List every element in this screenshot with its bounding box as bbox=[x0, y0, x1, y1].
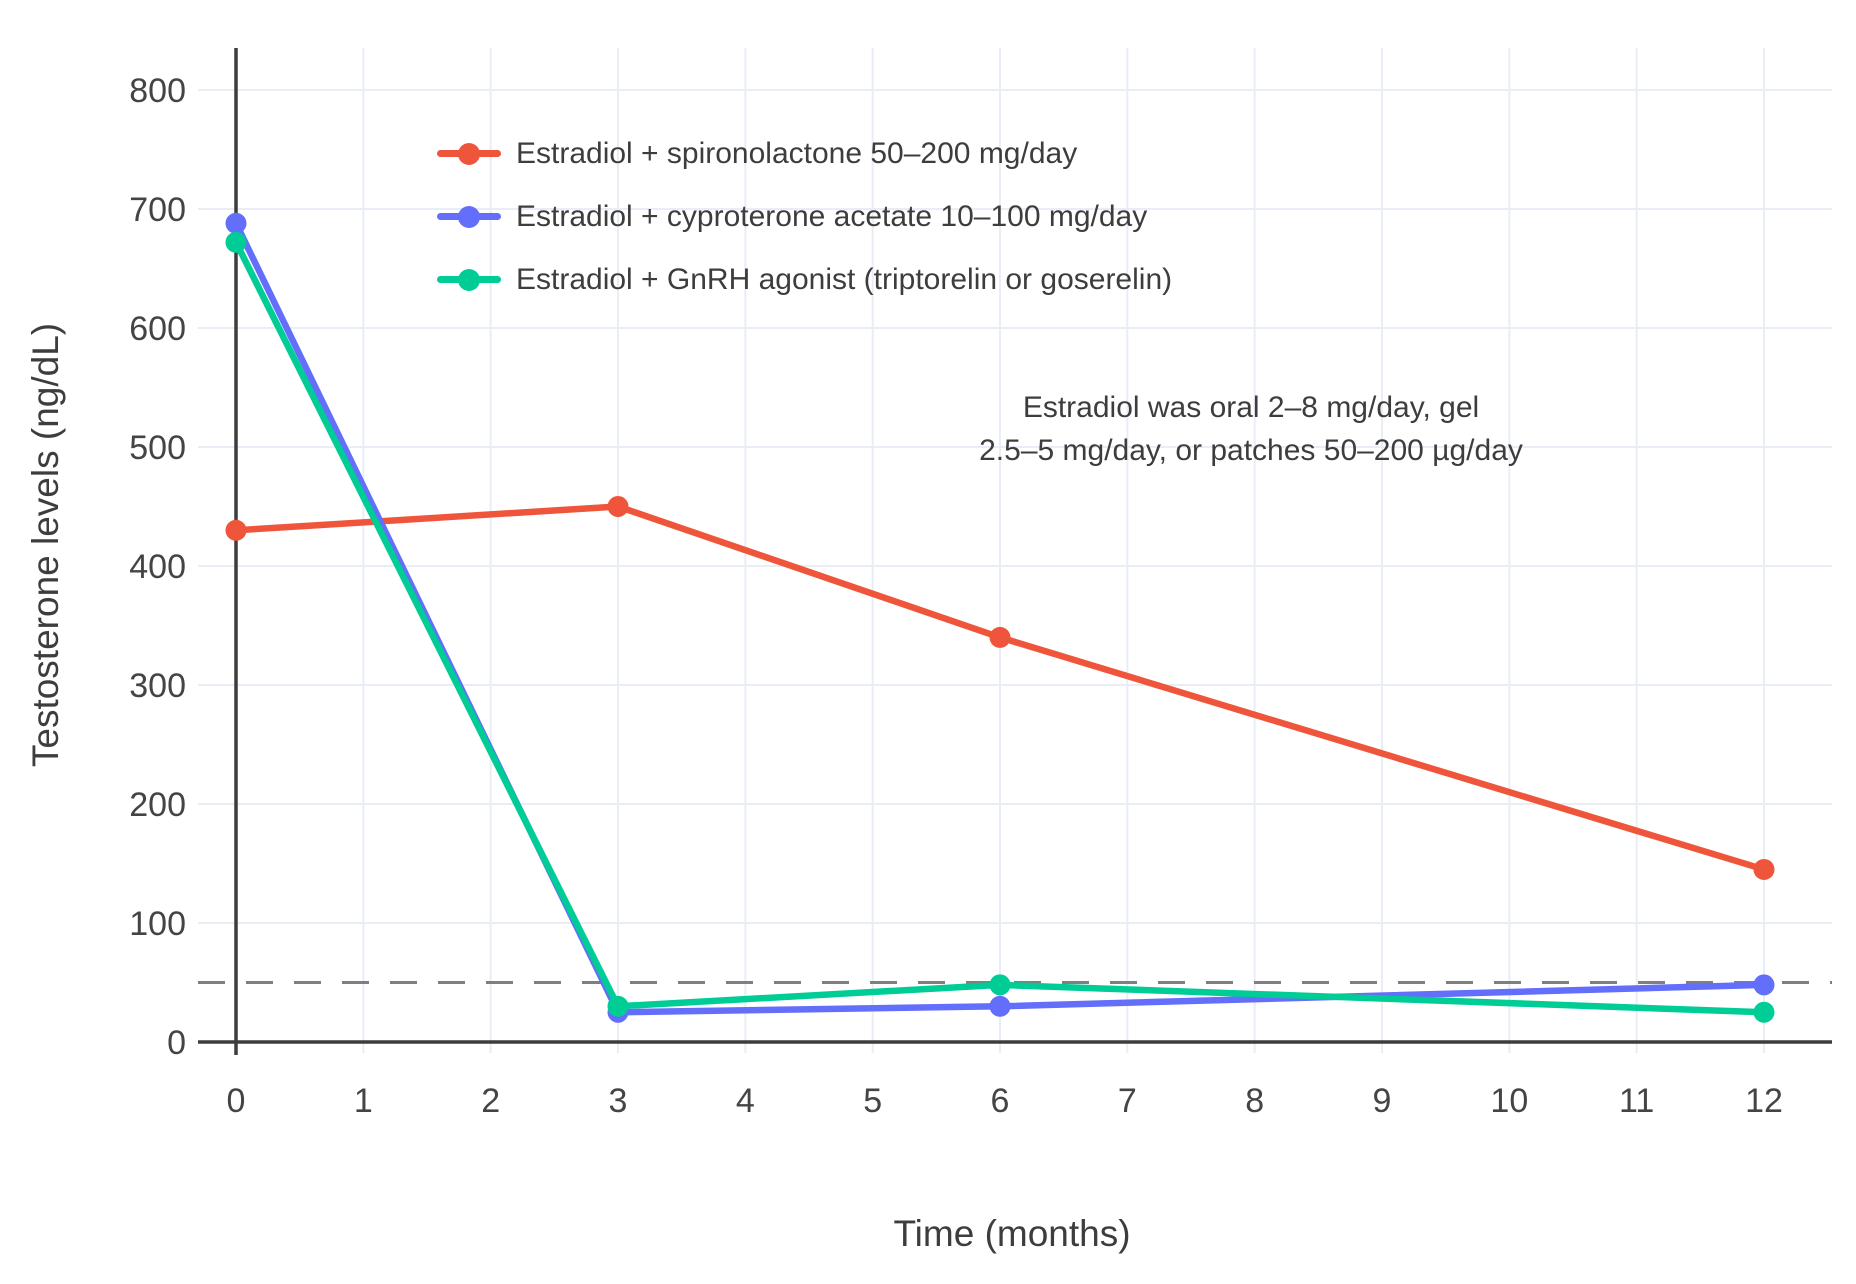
legend-dot-icon bbox=[458, 268, 480, 291]
y-tick-label: 800 bbox=[129, 72, 186, 110]
series-marker-1 bbox=[1753, 974, 1775, 996]
y-tick-label: 700 bbox=[129, 191, 186, 229]
legend-label: Estradiol + spironolactone 50–200 mg/day bbox=[516, 136, 1078, 170]
x-tick-label: 12 bbox=[1745, 1082, 1783, 1120]
y-axis-title: Testosterone levels (ng/dL) bbox=[25, 322, 66, 768]
x-tick-label: 11 bbox=[1619, 1082, 1654, 1120]
series-marker-0 bbox=[607, 496, 629, 517]
series-marker-2 bbox=[225, 231, 247, 253]
x-tick-label: 5 bbox=[863, 1082, 882, 1120]
legend-dot-icon bbox=[458, 205, 480, 228]
series-marker-0 bbox=[1753, 858, 1775, 880]
annotation-line-1: Estradiol was oral 2–8 mg/day, gel bbox=[1022, 391, 1480, 424]
x-tick-label: 9 bbox=[1373, 1082, 1392, 1120]
legend-label: Estradiol + cyproterone acetate 10–100 m… bbox=[516, 199, 1148, 233]
x-tick-label: 7 bbox=[1118, 1082, 1137, 1120]
series-marker-0 bbox=[225, 519, 247, 541]
series-marker-1 bbox=[989, 995, 1011, 1017]
x-tick-label: 6 bbox=[991, 1082, 1010, 1120]
series-marker-2 bbox=[989, 974, 1011, 996]
y-tick-label: 600 bbox=[129, 310, 186, 348]
y-tick-label: 0 bbox=[167, 1024, 186, 1062]
x-tick-label: 10 bbox=[1490, 1082, 1528, 1120]
x-tick-label: 8 bbox=[1245, 1082, 1264, 1120]
y-tick-label: 100 bbox=[129, 905, 186, 943]
series-line-0 bbox=[232, 503, 1768, 873]
legend-item-spironolactone: Estradiol + spironolactone 50–200 mg/day bbox=[437, 122, 1172, 185]
legend-dot-icon bbox=[458, 142, 480, 165]
estradiol-route-annotation: Estradiol was oral 2–8 mg/day, gel 2.5–5… bbox=[870, 386, 1632, 472]
series-marker-2 bbox=[607, 995, 629, 1017]
x-tick-label: 0 bbox=[227, 1082, 246, 1120]
legend-label: Estradiol + GnRH agonist (triptorelin or… bbox=[516, 262, 1173, 296]
y-tick-label: 200 bbox=[129, 786, 186, 824]
series-marker-1 bbox=[225, 212, 247, 234]
y-tick-label: 300 bbox=[129, 667, 186, 705]
legend-item-gnrh-agonist: Estradiol + GnRH agonist (triptorelin or… bbox=[437, 248, 1172, 311]
x-tick-label: 4 bbox=[736, 1082, 755, 1120]
legend-item-cyproterone: Estradiol + cyproterone acetate 10–100 m… bbox=[437, 185, 1172, 248]
annotation-line-2: 2.5–5 mg/day, or patches 50–200 µg/day bbox=[979, 434, 1523, 467]
x-tick-label: 3 bbox=[609, 1082, 628, 1120]
legend-line-marker-icon bbox=[437, 205, 501, 228]
x-tick-label: 1 bbox=[354, 1082, 373, 1120]
x-axis-title: Time (months) bbox=[893, 1213, 1131, 1254]
legend-line-marker-icon bbox=[437, 142, 501, 165]
y-tick-label: 500 bbox=[129, 429, 186, 467]
series-marker-0 bbox=[989, 626, 1011, 648]
series-line-2 bbox=[232, 239, 1768, 1016]
y-tick-label: 400 bbox=[129, 548, 186, 586]
series-marker-2 bbox=[1753, 1001, 1775, 1023]
x-tick-label: 2 bbox=[481, 1082, 500, 1120]
legend-line-marker-icon bbox=[437, 268, 501, 291]
legend: Estradiol + spironolactone 50–200 mg/day… bbox=[437, 122, 1172, 311]
